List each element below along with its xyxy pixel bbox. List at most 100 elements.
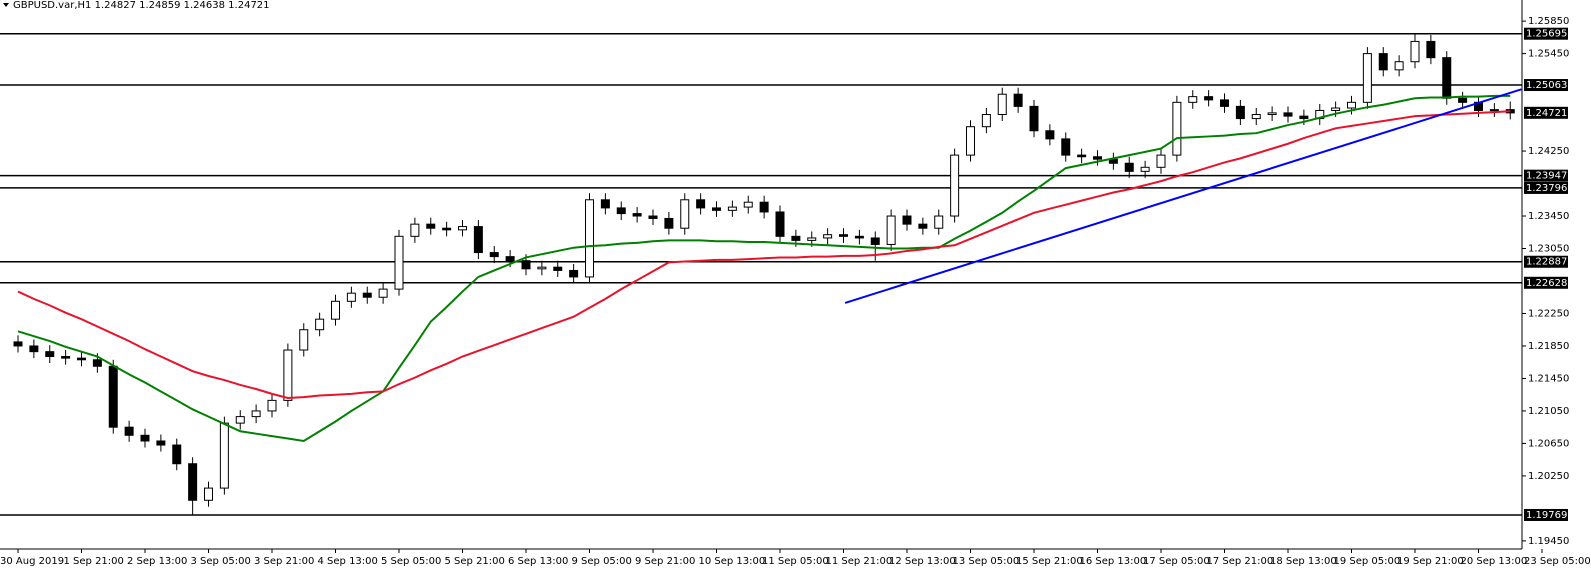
candle-body (1093, 156, 1102, 160)
candle-body (712, 207, 721, 211)
candle-body (680, 199, 690, 229)
chart-title: GBPUSD.var,H1 1.24827 1.24859 1.24638 1.… (13, 0, 270, 11)
candle-body (410, 223, 420, 237)
level-label-box (1524, 181, 1568, 194)
moving-average-line (17, 94, 1511, 443)
candle-body (1251, 114, 1261, 120)
candle-body (1426, 40, 1436, 59)
level-label-box (1524, 27, 1568, 40)
candle-body (1013, 93, 1023, 107)
candle-body (473, 226, 483, 254)
candle-body (727, 206, 737, 211)
candle-body (458, 226, 467, 231)
candle-body (981, 114, 991, 128)
x-tick-label: 6 Sep 13:00 (508, 556, 568, 567)
candle-body (394, 235, 404, 290)
candle-body (870, 237, 880, 245)
x-tick-label: 23 Sep 05:00 (1524, 556, 1591, 567)
candle-body (1156, 154, 1166, 168)
x-tick-label: 13 Sep 05:00 (953, 556, 1020, 567)
candle-body (1378, 53, 1388, 71)
x-tick-label: 11 Sep 21:00 (826, 556, 893, 567)
candle-body (1220, 99, 1229, 107)
candle-body (124, 426, 134, 436)
y-tick-label: 1.21450 (1528, 373, 1569, 384)
candle-body (442, 227, 452, 231)
candle-body (156, 440, 166, 446)
candle-body (426, 223, 436, 229)
level-label: 1.22628 (1526, 278, 1567, 289)
symbol-menu-arrow[interactable] (3, 3, 9, 7)
candle-body (1267, 112, 1277, 116)
candle-body (1235, 105, 1245, 120)
x-tick-label: 9 Sep 05:00 (572, 556, 632, 567)
x-tick-label: 5 Sep 05:00 (381, 556, 441, 567)
candle-body (362, 292, 372, 298)
candle-body (140, 434, 150, 442)
candle-body (13, 341, 23, 347)
candle-body (585, 199, 594, 278)
y-tick-label: 1.25450 (1528, 49, 1569, 60)
candle-body (966, 126, 975, 156)
y-tick-label: 1.23450 (1528, 211, 1569, 222)
candle-body (267, 399, 277, 412)
candle-body (569, 269, 579, 278)
candle-body (1204, 96, 1214, 101)
candle-body (1410, 40, 1420, 63)
candle-body (299, 329, 309, 351)
candle-body (204, 487, 213, 501)
candle-body (45, 351, 55, 358)
trendline (844, 88, 1522, 304)
candle-body (1299, 115, 1309, 120)
level-label-box (1524, 508, 1568, 521)
candle-body (743, 201, 753, 208)
candle-body (331, 300, 340, 320)
x-tick-label: 18 Sep 13:00 (1270, 556, 1337, 567)
candle-body (521, 260, 531, 270)
level-label: 1.23796 (1526, 183, 1567, 194)
candle-body (664, 217, 674, 229)
candle-body (1394, 61, 1404, 71)
x-tick-label: 20 Sep 13:00 (1461, 556, 1528, 567)
candle-body (1172, 101, 1182, 156)
y-tick-label: 1.19450 (1528, 536, 1569, 547)
plot-area (0, 32, 1522, 516)
level-label-box (1524, 79, 1568, 92)
x-tick-label: 30 Aug 2019 (0, 556, 64, 567)
candle-body (839, 234, 848, 237)
candle-body (997, 93, 1007, 116)
candle-body (1458, 97, 1468, 103)
y-tick-label: 1.21850 (1528, 341, 1569, 352)
candle-body (1489, 109, 1499, 112)
candle-body (775, 211, 785, 237)
candle-body (886, 215, 896, 245)
candle-body (1442, 57, 1452, 99)
candle-body (902, 215, 912, 225)
candle-body (537, 266, 547, 270)
level-label: 1.23947 (1526, 171, 1567, 182)
candle-body (632, 213, 642, 217)
candle-body (1061, 138, 1071, 156)
y-tick-label: 1.23050 (1528, 244, 1569, 255)
y-tick-label: 1.22250 (1528, 308, 1569, 319)
x-tick-label: 17 Sep 05:00 (1143, 556, 1210, 567)
candle-body (854, 235, 864, 239)
candle-body (77, 357, 86, 361)
candle-body (1347, 101, 1356, 109)
moving-average-line (17, 110, 1511, 399)
y-tick-label: 1.24250 (1528, 146, 1569, 157)
y-tick-label: 1.25850 (1528, 16, 1569, 27)
x-tick-label: 4 Sep 13:00 (318, 556, 378, 567)
level-label-box (1524, 255, 1568, 268)
x-tick-label: 17 Sep 21:00 (1207, 556, 1274, 567)
candle-body (1124, 162, 1134, 172)
x-tick-label: 11 Sep 05:00 (762, 556, 829, 567)
x-tick-label: 3 Sep 05:00 (191, 556, 251, 567)
level-label: 1.22887 (1526, 257, 1567, 268)
candle-body (616, 207, 626, 215)
candle-body (29, 345, 39, 353)
y-tick-label: 1.20650 (1528, 438, 1569, 449)
